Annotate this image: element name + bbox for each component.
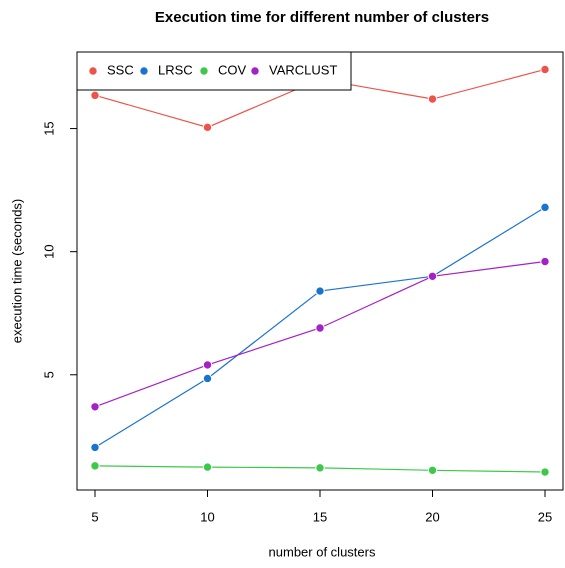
data-point — [540, 202, 550, 213]
data-point — [540, 467, 550, 477]
legend-marker — [199, 66, 209, 76]
y-tick-label: 10 — [41, 244, 56, 258]
legend: SSC LRSC COV VARCLUST — [76, 51, 352, 91]
data-point — [202, 122, 213, 133]
legend-marker — [250, 66, 260, 76]
legend-label: COV — [218, 62, 247, 77]
legend-label: VARCLUST — [269, 62, 337, 77]
data-point — [540, 64, 550, 75]
y-tick-label: 5 — [41, 371, 56, 378]
data-point — [202, 360, 213, 370]
x-tick-label: 25 — [538, 509, 552, 524]
data-point — [90, 402, 100, 412]
data-point — [202, 462, 213, 472]
data-point — [202, 373, 213, 384]
chart-title: Execution time for different number of c… — [155, 9, 489, 26]
data-point — [427, 465, 438, 476]
legend-label: SSC — [107, 62, 134, 77]
data-point — [315, 286, 325, 296]
data-point — [315, 323, 325, 333]
data-point — [427, 271, 438, 281]
legend-label: LRSC — [158, 62, 193, 77]
y-tick-label: 15 — [41, 121, 56, 135]
data-point — [540, 256, 550, 267]
x-axis-label: number of clusters — [269, 544, 376, 559]
x-tick-label: 15 — [313, 509, 327, 524]
data-point — [90, 90, 100, 101]
x-tick-label: 10 — [200, 509, 214, 524]
plot-box — [76, 51, 564, 491]
x-tick-label: 20 — [425, 509, 439, 524]
data-point — [427, 94, 438, 104]
data-point — [90, 442, 100, 453]
data-point — [90, 461, 100, 471]
legend-marker — [139, 66, 149, 76]
legend-marker — [88, 66, 98, 76]
series-line — [94, 260, 546, 408]
data-point — [315, 463, 325, 473]
x-tick-label: 5 — [91, 509, 98, 524]
y-axis-label: execution time (seconds) — [9, 199, 24, 344]
legend-box — [76, 51, 352, 91]
